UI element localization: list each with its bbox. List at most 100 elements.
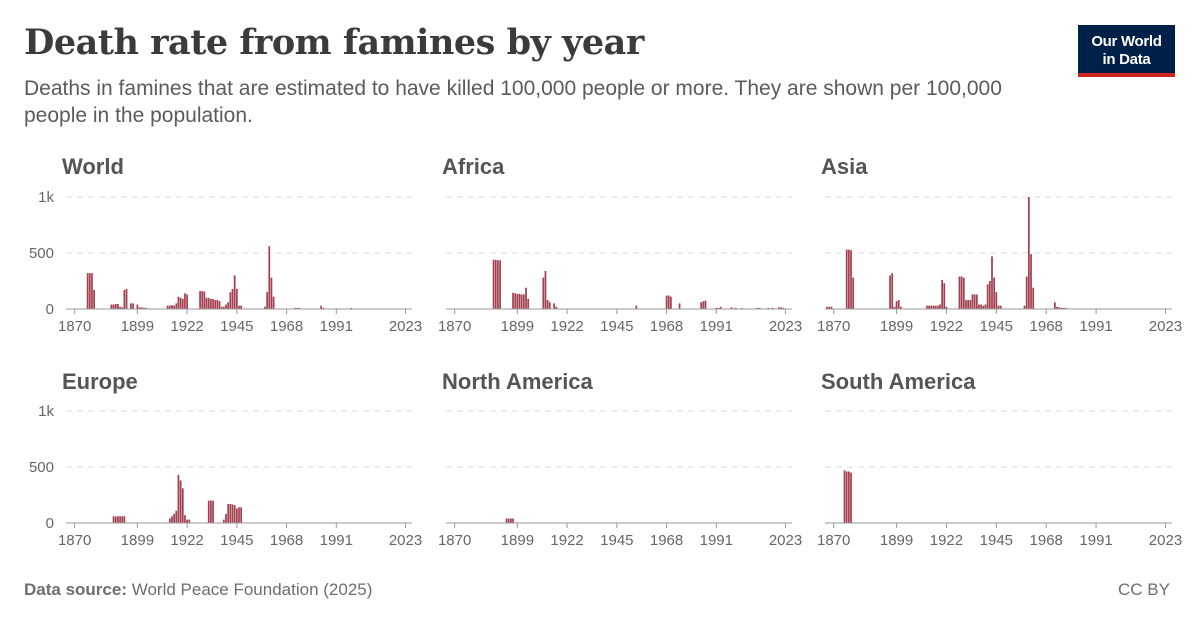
x-tick-label: 1922 — [170, 532, 203, 549]
data-source: Data source: World Peace Foundation (202… — [24, 580, 372, 600]
bar — [229, 292, 232, 309]
x-tick-label: 1899 — [880, 532, 913, 549]
x-tick-label: 1922 — [170, 318, 203, 335]
bar — [984, 304, 987, 309]
bar — [828, 306, 831, 309]
bar — [184, 515, 186, 523]
bar — [210, 500, 212, 523]
owid-logo[interactable]: Our World in Data — [1078, 25, 1175, 77]
x-tick-label: 1968 — [650, 318, 683, 335]
bar — [350, 307, 353, 309]
x-tick-label: 1922 — [550, 318, 583, 335]
panel-asia: Asia 1870 1899 1922 1945 1968 1991 2023 — [817, 154, 1182, 335]
bar — [492, 259, 495, 309]
bar — [231, 504, 234, 523]
bar — [125, 288, 128, 309]
x-tick-label: 1899 — [121, 318, 154, 335]
logo-line-1: Our World — [1091, 33, 1162, 50]
bar — [999, 305, 1002, 309]
bar — [850, 250, 852, 309]
bar — [1023, 305, 1026, 309]
bar — [734, 307, 737, 309]
data-source-text[interactable]: World Peace Foundation (2025) — [131, 580, 373, 599]
chart-title: Death rate from famines by year — [24, 22, 644, 63]
bar — [140, 307, 143, 309]
bar — [967, 300, 970, 309]
bar — [166, 305, 169, 309]
bar — [635, 305, 638, 309]
bar — [741, 307, 744, 309]
panel-title: Africa — [442, 154, 505, 179]
license-label[interactable]: CC BY — [1118, 580, 1170, 599]
bar — [958, 276, 961, 309]
bar — [830, 306, 833, 309]
bar — [177, 296, 180, 309]
bar — [145, 307, 147, 309]
bar — [518, 293, 521, 309]
bar — [218, 301, 221, 309]
bar — [939, 304, 941, 309]
bar — [214, 300, 217, 309]
bar — [123, 516, 126, 523]
bar — [670, 296, 672, 309]
bar — [973, 294, 976, 309]
bar — [704, 300, 707, 309]
chart-subtitle: Deaths in famines that are estimated to … — [24, 77, 1002, 127]
bar — [514, 293, 517, 309]
bar — [264, 306, 266, 309]
bar — [121, 516, 124, 523]
bar — [978, 304, 980, 309]
bar — [235, 288, 238, 309]
bar — [945, 306, 948, 309]
bar — [889, 275, 891, 309]
bar — [928, 305, 930, 309]
x-tick-label: 1870 — [817, 532, 850, 549]
bar — [212, 298, 214, 309]
bar — [847, 249, 850, 309]
bar — [893, 306, 896, 309]
bar — [542, 277, 545, 309]
x-tick-label: 2023 — [1149, 532, 1182, 549]
bar — [1025, 276, 1028, 309]
bar — [110, 304, 113, 309]
x-tick-label: 1945 — [220, 532, 253, 549]
bar — [520, 294, 523, 309]
bar — [121, 307, 124, 309]
bar — [845, 249, 848, 309]
bar — [114, 516, 117, 523]
bar — [1030, 254, 1032, 309]
bar — [186, 294, 188, 309]
bar — [203, 291, 206, 309]
bar — [965, 300, 967, 309]
bar — [240, 305, 243, 309]
bar — [932, 305, 935, 309]
bar — [544, 270, 547, 309]
bar — [173, 305, 175, 309]
x-tick-label: 1870 — [438, 532, 471, 549]
x-tick-label: 1870 — [58, 318, 91, 335]
bar — [130, 303, 132, 309]
bar — [238, 305, 240, 309]
bar — [119, 516, 121, 523]
bar — [891, 273, 894, 309]
bar — [702, 301, 705, 309]
x-tick-label: 1968 — [1030, 318, 1063, 335]
bar — [700, 302, 703, 309]
bar — [986, 284, 989, 309]
x-tick-label: 1991 — [700, 318, 733, 335]
x-tick-label: 1870 — [817, 318, 850, 335]
bar — [499, 260, 501, 309]
x-tick-label: 1870 — [438, 318, 471, 335]
bar — [548, 302, 551, 309]
x-tick-label: 1899 — [501, 318, 534, 335]
bar — [227, 302, 230, 309]
bar — [86, 273, 89, 309]
x-tick-label: 1922 — [550, 532, 583, 549]
panel-title: World — [62, 154, 124, 179]
bar — [494, 259, 497, 309]
bar — [525, 287, 527, 309]
panel-europe: Europe 0 500 1k 1870 1899 1922 1945 1968 1991 2023 — [29, 369, 422, 549]
bar — [240, 507, 243, 523]
bar — [223, 306, 225, 309]
bar — [184, 293, 186, 309]
